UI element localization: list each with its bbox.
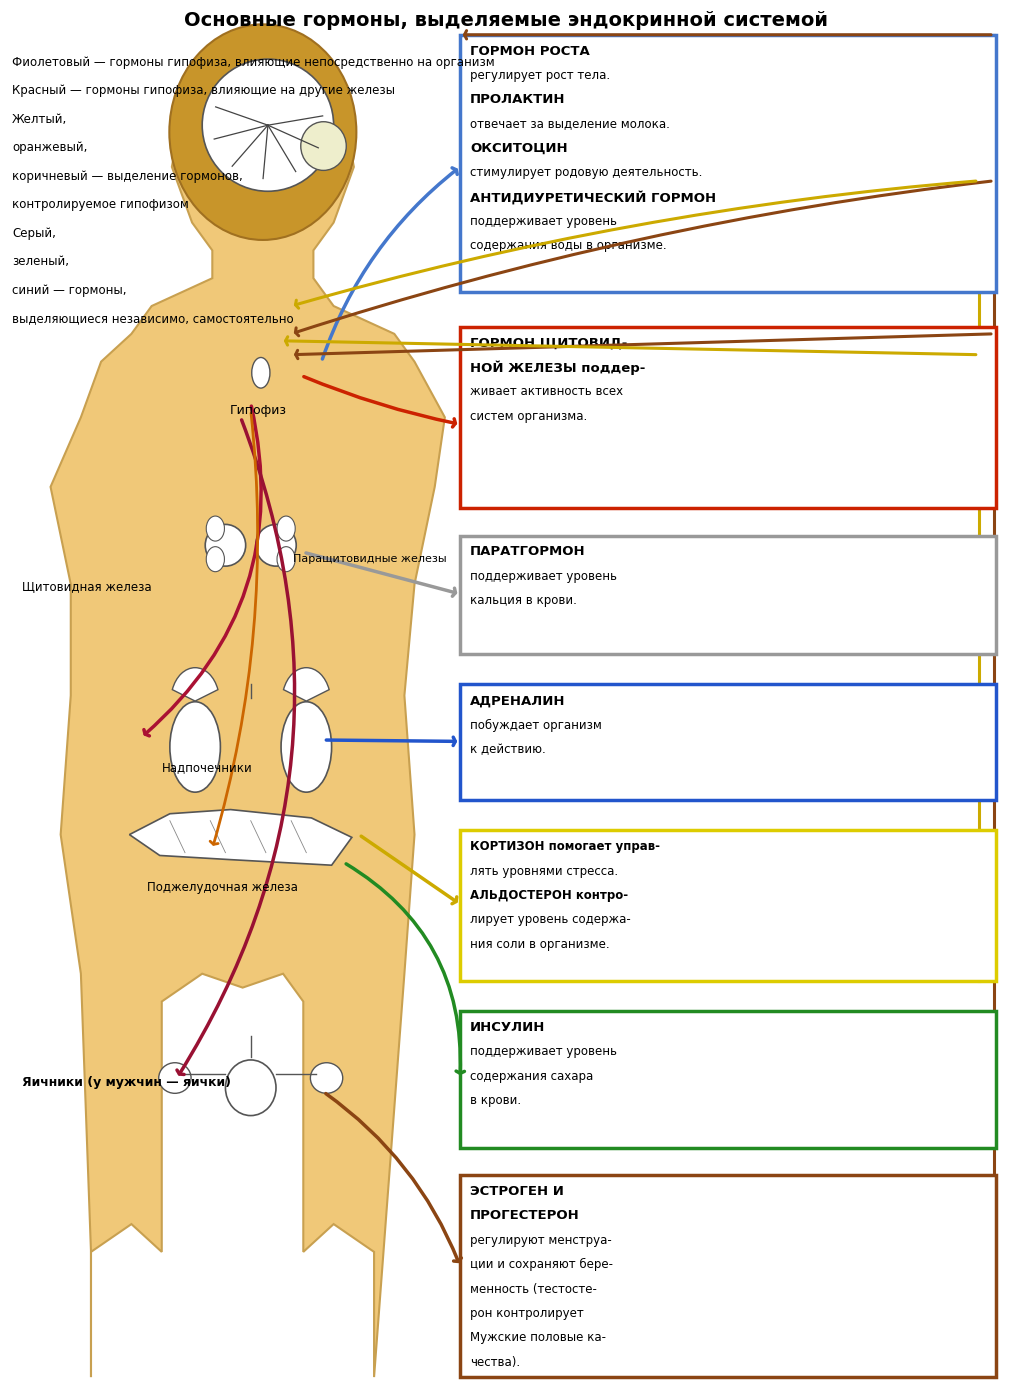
Ellipse shape (225, 1060, 276, 1116)
Ellipse shape (301, 122, 346, 170)
FancyBboxPatch shape (460, 1175, 996, 1377)
Text: Поджелудочная железа: Поджелудочная железа (147, 881, 297, 894)
Ellipse shape (281, 701, 332, 791)
Text: Мужские половые ка-: Мужские половые ка- (470, 1331, 607, 1344)
Wedge shape (283, 668, 330, 701)
Text: ции и сохраняют бере-: ции и сохраняют бере- (470, 1257, 613, 1271)
Ellipse shape (310, 1063, 343, 1093)
Text: стимулирует родовую деятельность.: стимулирует родовую деятельность. (470, 166, 703, 179)
Text: побуждает организм: побуждает организм (470, 718, 602, 732)
Text: Красный — гормоны гипофиза, влияющие на другие железы: Красный — гормоны гипофиза, влияющие на … (12, 83, 395, 97)
Text: Основные гормоны, выделяемые эндокринной системой: Основные гормоны, выделяемые эндокринной… (184, 11, 827, 31)
Text: ИНСУЛИН: ИНСУЛИН (470, 1021, 546, 1034)
Text: ГОРМОН ЩИТОВИД-: ГОРМОН ЩИТОВИД- (470, 337, 628, 349)
Text: поддерживает уровень: поддерживает уровень (470, 214, 617, 228)
Text: чества).: чества). (470, 1355, 521, 1369)
Text: к действию.: к действию. (470, 743, 546, 755)
Text: ПРОГЕСТЕРОН: ПРОГЕСТЕРОН (470, 1209, 580, 1223)
Text: ния соли в организме.: ния соли в организме. (470, 938, 610, 950)
Text: оранжевый,: оранжевый, (12, 142, 88, 154)
FancyBboxPatch shape (460, 684, 996, 800)
Text: содержания воды в организме.: содержания воды в организме. (470, 239, 666, 252)
Ellipse shape (159, 1063, 191, 1093)
Ellipse shape (202, 58, 334, 191)
Ellipse shape (256, 524, 296, 566)
Text: Желтый,: Желтый, (12, 113, 68, 125)
Text: Яичники (у мужчин — яички): Яичники (у мужчин — яички) (22, 1075, 232, 1089)
Text: Фиолетовый — гормоны гипофиза, влияющие непосредственно на организм: Фиолетовый — гормоны гипофиза, влияющие … (12, 56, 494, 68)
FancyBboxPatch shape (460, 830, 996, 981)
Text: НОЙ ЖЕЛЕЗЫ поддер-: НОЙ ЖЕЛЕЗЫ поддер- (470, 360, 645, 376)
Text: поддерживает уровень: поддерживает уровень (470, 570, 617, 583)
Text: регулирует рост тела.: регулирует рост тела. (470, 68, 611, 82)
Text: КОРТИЗОН помогает управ-: КОРТИЗОН помогает управ- (470, 840, 660, 853)
Text: ОКСИТОЦИН: ОКСИТОЦИН (470, 142, 568, 154)
Text: АДРЕНАЛИН: АДРЕНАЛИН (470, 694, 565, 707)
Text: АЛЬДОСТЕРОН контро-: АЛЬДОСТЕРОН контро- (470, 889, 628, 901)
Text: лять уровнями стресса.: лять уровнями стресса. (470, 865, 619, 878)
Text: в крови.: в крови. (470, 1093, 522, 1107)
Text: контролируемое гипофизом: контролируемое гипофизом (12, 199, 189, 211)
Polygon shape (51, 35, 445, 1377)
Circle shape (277, 547, 295, 572)
Text: ЭСТРОГЕН И: ЭСТРОГЕН И (470, 1185, 564, 1198)
Text: Серый,: Серый, (12, 227, 56, 239)
Text: содержания сахара: содержания сахара (470, 1070, 593, 1082)
FancyBboxPatch shape (460, 1011, 996, 1148)
Text: синий — гормоны,: синий — гормоны, (12, 284, 126, 296)
FancyBboxPatch shape (460, 35, 996, 292)
Text: отвечает за выделение молока.: отвечает за выделение молока. (470, 117, 670, 131)
Text: Щитовидная железа: Щитовидная железа (22, 580, 152, 594)
FancyBboxPatch shape (460, 327, 996, 508)
Text: Гипофиз: Гипофиз (229, 403, 286, 417)
Ellipse shape (170, 24, 356, 239)
Text: ПРОЛАКТИН: ПРОЛАКТИН (470, 93, 565, 106)
Text: менность (тестосте-: менность (тестосте- (470, 1283, 596, 1295)
Text: зеленый,: зеленый, (12, 255, 69, 268)
Text: кальция в крови.: кальция в крови. (470, 594, 577, 606)
Text: рон контролирует: рон контролирует (470, 1308, 584, 1320)
Circle shape (277, 516, 295, 541)
Ellipse shape (252, 357, 270, 388)
Text: выделяющиеся независимо, самостоятельно: выделяющиеся независимо, самостоятельно (12, 313, 294, 325)
Circle shape (206, 516, 224, 541)
Wedge shape (172, 668, 218, 701)
Ellipse shape (170, 701, 220, 791)
Text: систем организма.: систем организма. (470, 409, 587, 423)
Text: ПАРАТГОРМОН: ПАРАТГОРМОН (470, 545, 585, 558)
Ellipse shape (205, 524, 246, 566)
Text: Надпочечники: Надпочечники (162, 761, 253, 775)
Text: поддерживает уровень: поддерживает уровень (470, 1046, 617, 1059)
Text: ГОРМОН РОСТА: ГОРМОН РОСТА (470, 45, 589, 57)
Polygon shape (129, 810, 352, 865)
Text: регулируют менструа-: регулируют менструа- (470, 1234, 612, 1246)
FancyBboxPatch shape (460, 536, 996, 654)
Circle shape (206, 547, 224, 572)
Text: Паращитовидные железы: Паращитовидные железы (293, 554, 447, 565)
Text: АНТИДИУРЕТИЧЕСКИЙ ГОРМОН: АНТИДИУРЕТИЧЕСКИЙ ГОРМОН (470, 191, 716, 204)
Text: живает активность всех: живает активность всех (470, 385, 623, 398)
Text: лирует уровень содержа-: лирует уровень содержа- (470, 914, 631, 926)
Text: коричневый — выделение гормонов,: коричневый — выделение гормонов, (12, 170, 243, 182)
